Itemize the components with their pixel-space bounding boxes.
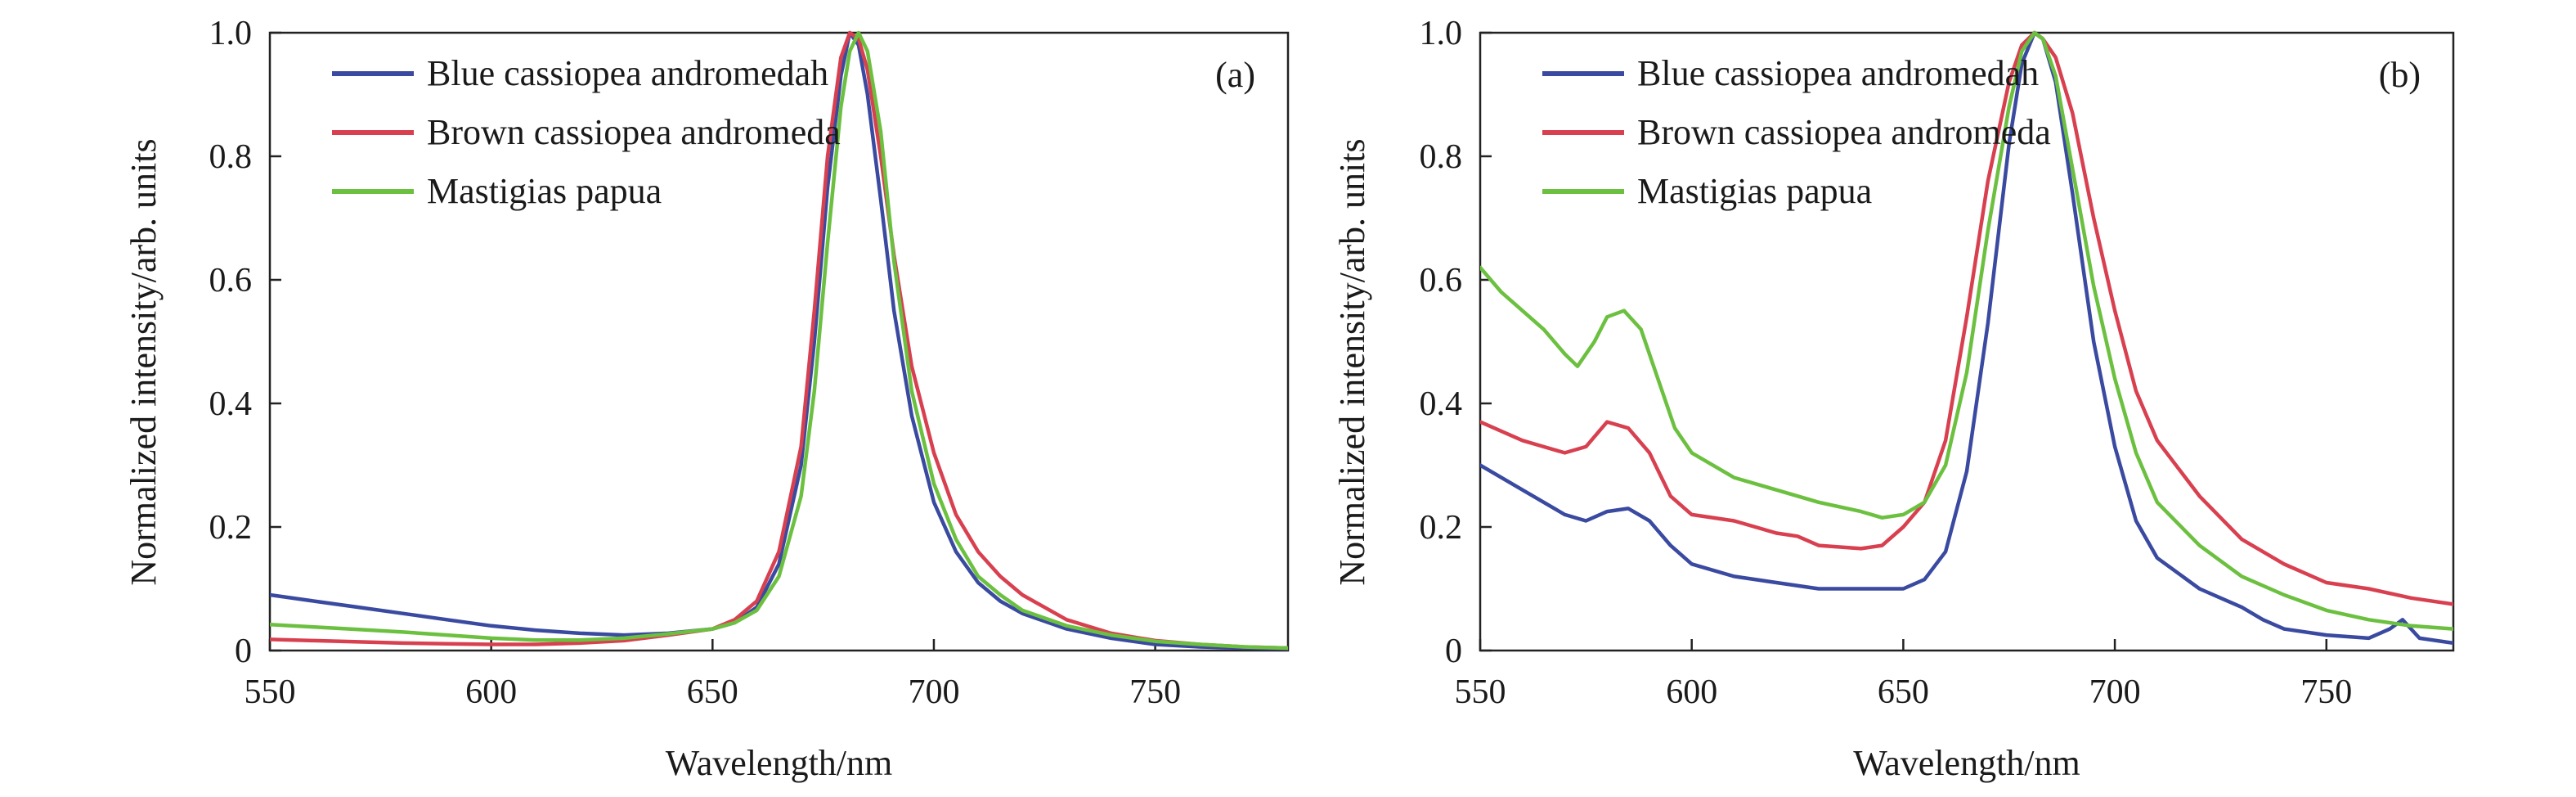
x-axis-label: Wavelength/nm [1853,743,2080,783]
y-tick-label: 0.8 [209,138,253,176]
panel-label: (a) [1215,55,1255,95]
x-tick-label: 700 [2089,673,2141,711]
chart-panel-b: 550 600 650 700 750 0 0.2 0.4 0.6 0.8 1.0 Wavelengt… [1332,15,2455,783]
y-tick-label: 0 [1445,633,1462,670]
legend-label: Blue cassiopea andromedah [427,53,828,93]
legend-label: Brown cassiopea andromeda [1637,112,2051,152]
x-tick-label: 650 [1878,673,1929,711]
legend-label: Brown cassiopea andromeda [427,112,841,152]
legend-label: Blue cassiopea andromedah [1637,53,2039,93]
legend-label: Mastigias papua [427,171,662,211]
x-tick-label: 600 [465,673,517,711]
y-tick-label: 0.2 [209,509,253,547]
series-line-mastigias-papua [270,30,1288,651]
series-line-mastigias-papua [1480,30,2453,631]
y-tick-label: 0.6 [1420,262,1463,299]
x-tick-label: 750 [1129,673,1181,711]
series-line-brown-cassiopea-andromeda [270,30,1288,651]
x-tick-label: 700 [908,673,959,711]
series-line-blue-cassiopea-andromedah [1480,30,2453,646]
y-tick-label: 0.6 [209,262,253,299]
y-axis-label: Normalized intensity/arb. units [123,138,164,585]
plot-frame [1479,31,2455,652]
y-tick-label: 0 [235,633,252,670]
x-axis-label: Wavelength/nm [666,743,893,783]
y-tick-label: 0.2 [1420,509,1463,547]
legend-label: Mastigias papua [1637,171,1872,211]
series-line-blue-cassiopea-andromedah [270,30,1288,651]
y-tick-label: 0.4 [1420,385,1463,423]
y-tick-label: 1.0 [1420,15,1463,52]
x-tick-label: 600 [1666,673,1717,711]
x-tick-label: 550 [245,673,296,711]
y-axis-label: Normalized intensity/arb. units [1332,138,1372,585]
x-tick-label: 550 [1455,673,1506,711]
plot-frame [268,31,1290,652]
panel-label: (b) [2379,55,2421,95]
x-tick-label: 650 [687,673,738,711]
y-tick-label: 0.4 [209,385,253,423]
y-tick-label: 1.0 [209,15,253,52]
series-line-brown-cassiopea-andromeda [1480,30,2453,606]
chart-panel-a: 550 600 650 700 750 0 0.2 0.4 0.6 0.8 1.0 Wavelengt… [123,15,1290,783]
x-tick-label: 750 [2300,673,2352,711]
y-tick-label: 0.8 [1420,138,1463,176]
